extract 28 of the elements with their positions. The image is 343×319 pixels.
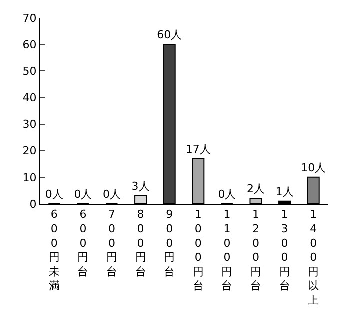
x-tick-label: 600円未満 [48,208,60,293]
data-label: 2人 [247,182,265,196]
data-label: 0人 [218,188,236,201]
data-label: 60人 [157,28,182,42]
data-label: 1人 [276,185,294,198]
y-tick-label: 40 [22,92,37,105]
y-tick-label: 70 [22,12,37,25]
y-tick-label: 30 [22,118,37,132]
y-tick-label: 60 [22,38,37,52]
data-label: 0人 [45,188,64,201]
x-tick-label: 800円台 [135,208,146,278]
x-tick-label: 1200円台 [250,208,262,293]
x-tick-label: 1100円台 [222,208,233,293]
data-label: 0人 [103,188,121,201]
x-tick-label: 1300円台 [279,208,290,293]
data-label: 3人 [132,180,150,194]
x-tick-label: 900円台 [164,208,176,278]
x-tick-label: 1000円台 [192,208,204,293]
data-label: 10人 [301,161,326,174]
y-tick-label: 10 [22,171,37,184]
y-tick-label: 0 [30,198,37,211]
y-tick-label: 50 [22,64,37,78]
x-tick-label: 1400円以上 [308,208,320,307]
data-label: 17人 [186,142,211,156]
x-tick-label: 700円台 [106,208,118,278]
y-tick-label: 20 [22,144,37,158]
data-label: 0人 [74,188,92,201]
x-tick-label: 600円台 [78,208,89,278]
